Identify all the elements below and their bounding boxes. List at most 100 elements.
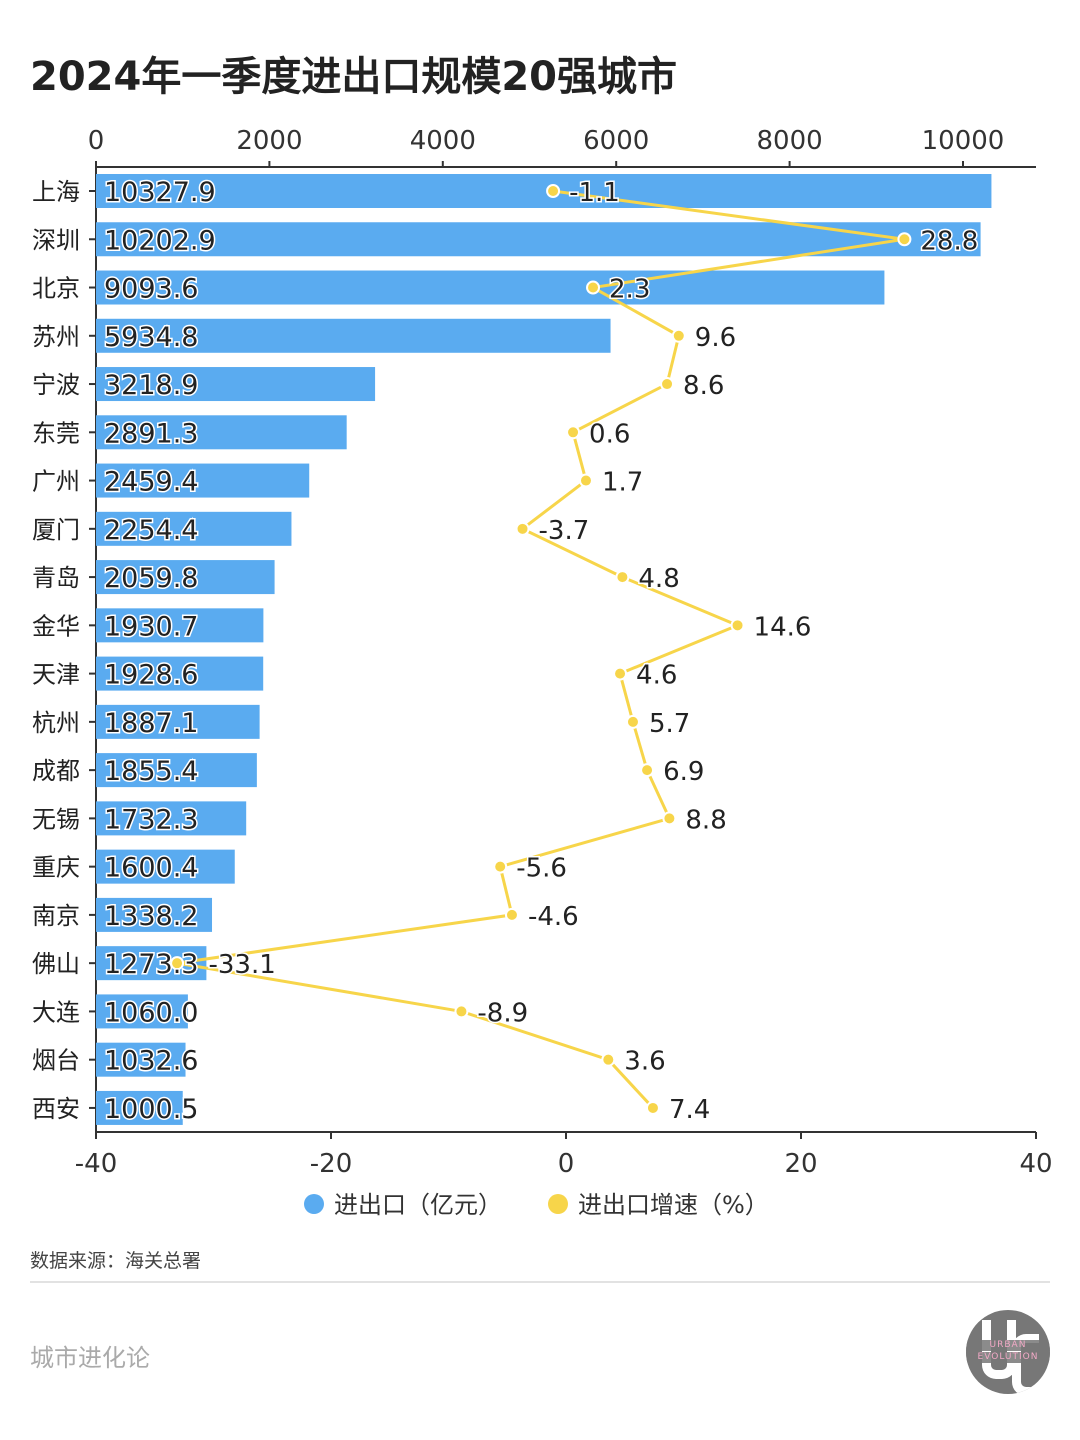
growth-value-label: 14.6 [754,612,812,642]
logo-line2: EVOLUTION [966,1352,1050,1363]
divider [30,1281,1050,1283]
growth-value-label: -4.6 [528,902,579,932]
bar-value-label: 1855.4 [104,756,198,787]
bar [96,1090,183,1125]
growth-point [662,811,677,826]
bar [96,463,310,498]
bottom-tick-label: -20 [310,1149,352,1179]
legend-line-marker [548,1194,568,1214]
data-source: 数据来源：海关总署 [30,1250,202,1272]
growth-value-label: -33.1 [208,950,275,980]
growth-value-label: 9.6 [695,323,736,353]
bar [96,704,260,739]
category-label: 广州 [32,468,80,496]
category-label: 青岛 [32,564,80,592]
category-label: 厦门 [32,516,80,544]
category-label: 苏州 [32,323,80,351]
growth-value-label: -3.7 [539,516,590,546]
category-label: 成都 [32,757,80,785]
growth-point [645,1100,660,1115]
growth-value-label: -1.1 [569,178,620,208]
growth-value-label: 8.6 [683,371,724,401]
growth-value-label: 7.4 [669,1095,710,1125]
growth-value-label: 1.7 [602,468,643,498]
bar-value-label: 10202.9 [104,225,216,256]
bottom-tick-label: -40 [75,1149,117,1179]
bar [96,994,188,1029]
growth-value-label: 0.6 [589,419,630,449]
category-label: 烟台 [32,1047,80,1075]
top-tick-label: 6000 [583,126,649,156]
bar-value-label: 1032.6 [104,1046,198,1077]
growth-point [601,1052,616,1067]
category-label: 北京 [32,275,80,303]
growth-line [176,189,905,1109]
bar-value-label: 1732.3 [104,804,198,835]
growth-value-label: 8.8 [685,805,726,835]
growth-value-label: -8.9 [477,998,528,1028]
growth-value-label: 4.8 [638,564,679,594]
bar [96,415,347,450]
top-tick-label: 4000 [410,126,476,156]
brand-logo: URBAN EVOLUTION [966,1310,1050,1394]
bar [96,318,611,353]
growth-point [586,280,601,295]
growth-point [170,956,185,971]
legend-bar-marker [304,1194,324,1214]
category-label: 深圳 [32,226,80,254]
logo-letter-c-shape [1012,1334,1039,1394]
growth-point [615,570,630,585]
growth-value-label: 5.7 [649,709,690,739]
growth-value-label: 6.9 [663,757,704,787]
bar-value-label: 2459.4 [104,467,198,498]
bar [96,174,992,208]
chart: 0 2000 4000 6000 8000 10000 -40 -20 0 20 40 上海深圳北京苏… [32,126,1053,1219]
growth-point [730,618,745,633]
bar [96,897,213,932]
top-tick-label: 2000 [236,126,302,156]
bar [96,511,292,546]
bar [96,801,247,836]
growth-value-label: 3.6 [624,1047,665,1077]
category-label: 大连 [32,998,80,1026]
category-label: 杭州 [32,709,80,737]
category-label: 佛山 [32,950,80,978]
bar-value-label: 1338.2 [104,901,198,932]
growth-point [578,473,593,488]
bar [96,1042,186,1077]
bar-value-label: 1600.4 [104,853,198,884]
chart-title: 2024年一季度进出口规模20强城市 [30,54,677,100]
bar [96,560,275,595]
growth-point [566,425,581,440]
bar-value-label: 1000.5 [104,1094,198,1125]
top-tick-label: 8000 [757,126,823,156]
brand-name: 城市进化论 [30,1344,150,1372]
category-label: 西安 [32,1095,80,1123]
bar-value-label: 1928.6 [104,660,198,691]
category-label: 重庆 [32,854,80,882]
growth-point [515,521,530,536]
bar-value-label: 2891.3 [104,418,198,449]
growth-value-label: 4.6 [636,661,677,691]
category-label: 上海 [32,178,80,206]
legend-bar-label: 进出口（亿元） [334,1191,502,1219]
category-label: 东莞 [32,419,80,447]
bar [96,753,257,788]
top-tick-label: 10000 [922,126,1005,156]
bar-value-label: 2254.4 [104,515,198,546]
bar [96,656,264,691]
growth-point [613,666,628,681]
category-label: 金华 [32,612,80,640]
bar-value-label: 10327.9 [104,177,216,208]
legend-line-label: 进出口增速（%） [578,1191,769,1219]
category-label: 无锡 [32,805,80,833]
bar [96,270,885,305]
category-label: 南京 [32,902,80,930]
top-tick-label: 0 [88,126,105,156]
logo-line1: URBAN [966,1340,1050,1351]
growth-value-label: -5.6 [516,854,567,884]
growth-point [504,907,519,922]
bar [96,849,235,884]
growth-point [660,377,675,392]
growth-point [897,232,912,247]
